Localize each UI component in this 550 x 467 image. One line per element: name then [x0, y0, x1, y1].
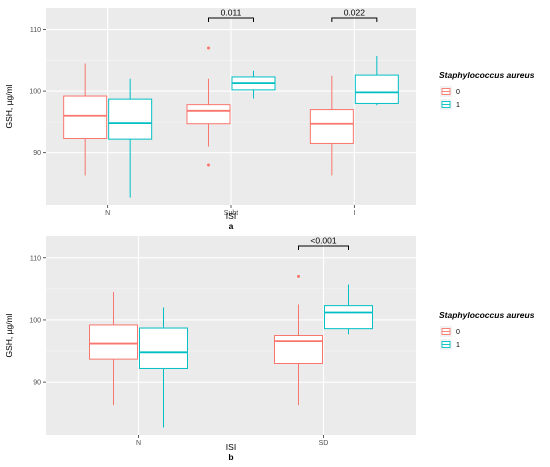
- bracket-line: [298, 245, 349, 250]
- box-1-N: [139, 307, 188, 428]
- bracket-line: [208, 17, 254, 22]
- x-tick-label: I: [353, 210, 355, 217]
- box-0-N: [89, 291, 138, 406]
- legend-title: Staphylococcus aureus: [439, 310, 535, 320]
- y-tick-label: 100: [29, 317, 41, 324]
- x-axis-title: ISI: [226, 211, 236, 221]
- legend-key-0: 0: [440, 86, 460, 97]
- p-value-label: <0.001: [310, 236, 337, 246]
- box-body: [108, 98, 153, 140]
- legend-key-1: 1: [440, 339, 460, 350]
- box-0-SD: [274, 274, 323, 406]
- x-tick-label: SD: [319, 440, 329, 447]
- box-body: [324, 305, 373, 330]
- p-value-label: 0.022: [344, 8, 366, 18]
- panel-label: b: [228, 452, 233, 462]
- box-body: [186, 104, 231, 125]
- chart-panel-b: 90 100 110 N SD ISI GSH, µg/ml b <0.001 Staphyloc…: [4, 236, 535, 463]
- outlier-point: [207, 46, 210, 50]
- box-1-N: [108, 78, 153, 198]
- y-tick-label: 110: [30, 255, 41, 262]
- box-body: [309, 109, 354, 144]
- legend-entry-label: 1: [456, 342, 460, 349]
- y-axis-title: GSH, µg/ml: [4, 84, 14, 128]
- legend-entry-label: 1: [456, 102, 460, 109]
- panel-label: a: [229, 221, 234, 231]
- legend-title: Staphylococcus aureus: [439, 70, 535, 80]
- box-0-I: [309, 75, 354, 176]
- legend: Staphylococcus aureus 0 1: [439, 70, 535, 110]
- x-axis-title: ISI: [226, 442, 236, 452]
- x-tick-label: Subt: [224, 210, 238, 217]
- x-tick-label: N: [136, 440, 141, 447]
- bracket-line: [331, 17, 378, 22]
- chart-panel-a: 90 100 110 N Subt I ISI GSH, µg/ml a 0.011 0.022 St…: [4, 8, 535, 232]
- box-body: [63, 95, 108, 140]
- y-axis-title: GSH, µg/ml: [4, 313, 14, 357]
- y-tick-label: 90: [33, 150, 41, 157]
- significance-bracket: <0.001: [298, 236, 349, 250]
- box-body: [354, 74, 399, 104]
- box-1-I: [354, 56, 399, 106]
- box-body: [139, 327, 188, 369]
- p-value-label: 0.011: [221, 8, 242, 18]
- box-1-SD: [324, 284, 373, 335]
- legend-key-0: 0: [440, 326, 460, 337]
- outlier-point: [207, 163, 210, 167]
- x-tick-label: N: [105, 210, 110, 217]
- legend-entry-label: 0: [456, 89, 460, 96]
- legend-entry-label: 0: [456, 329, 460, 336]
- box-body: [274, 335, 323, 364]
- box-1-Subt: [231, 70, 276, 99]
- outlier-point: [297, 274, 300, 278]
- legend: Staphylococcus aureus 0 1: [439, 310, 535, 350]
- box-0-N: [63, 63, 108, 176]
- y-tick-label: 100: [29, 89, 41, 96]
- significance-bracket: 0.011: [208, 8, 254, 22]
- y-tick-label: 90: [33, 380, 41, 387]
- box-body: [89, 324, 138, 360]
- box-0-Subt: [186, 46, 231, 167]
- y-tick-label: 110: [30, 27, 41, 34]
- legend-key-1: 1: [440, 99, 460, 110]
- significance-bracket: 0.022: [331, 8, 378, 22]
